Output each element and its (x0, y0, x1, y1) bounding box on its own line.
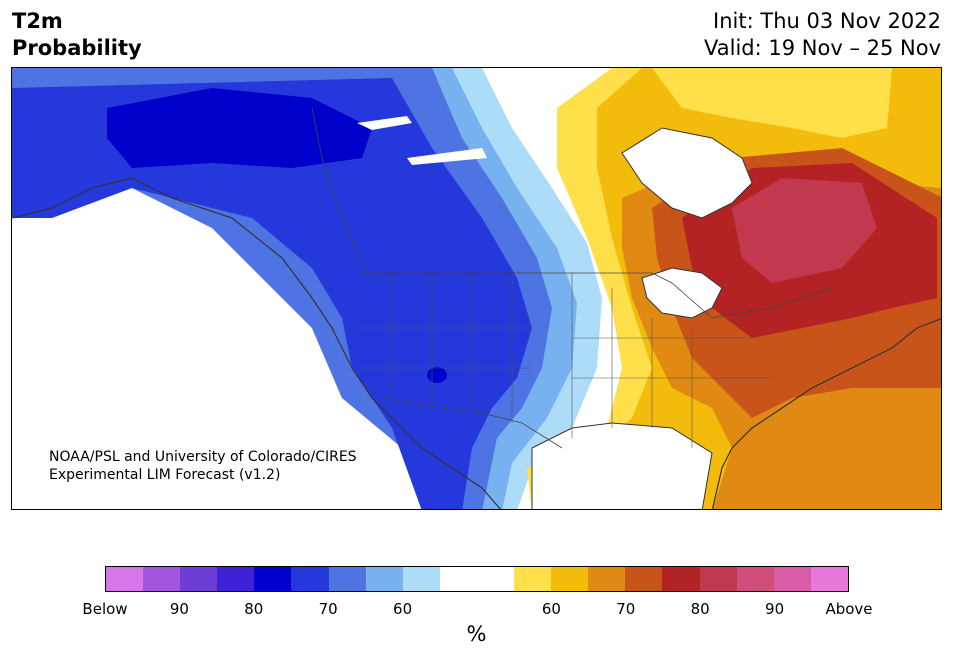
colorbar-tick-label: 70 (318, 600, 338, 618)
colorbar-cell (773, 567, 811, 591)
init-date: Init: Thu 03 Nov 2022 (713, 9, 941, 33)
colorbar-cell (588, 567, 626, 591)
gulf-of-mexico (531, 422, 713, 509)
state-lines-east (571, 273, 772, 448)
valid-range: Valid: 19 Nov – 25 Nov (704, 36, 941, 60)
colorbar-tick-label: 70 (616, 600, 636, 618)
colorbar-cell (217, 567, 255, 591)
colorbar-tick-label: Above (825, 600, 873, 618)
colorbar-cell (514, 567, 552, 591)
above-arctic (652, 68, 892, 138)
border-us-mexico (381, 397, 563, 449)
colorbar-unit: % (466, 622, 487, 646)
forecast-dates: Init: Thu 03 Nov 2022 Valid: 19 Nov – 25… (704, 8, 941, 62)
title-variable: T2m (12, 9, 63, 33)
colorbar (105, 566, 849, 592)
colorbar-tick-label: 60 (393, 600, 413, 618)
colorbar-cell (143, 567, 181, 591)
colorbar-cell (402, 567, 440, 591)
arctic-channel-1 (357, 116, 412, 130)
below-core-southwest (427, 367, 447, 383)
colorbar-tick-label: 80 (690, 600, 710, 618)
colorbar-cell (106, 567, 144, 591)
colorbar-tick-label: 90 (169, 600, 189, 618)
colorbar-cell (180, 567, 218, 591)
colorbar-cell (551, 567, 589, 591)
colorbar-tick-label: 90 (765, 600, 785, 618)
colorbar-cell (662, 567, 700, 591)
border-us-canada (362, 272, 833, 319)
title-quantity: Probability (12, 36, 142, 60)
great-lakes (641, 267, 723, 319)
coastline-west (12, 177, 502, 509)
colorbar-cell (625, 567, 663, 591)
colorbar-cell (291, 567, 329, 591)
colorbar-cell (699, 567, 737, 591)
credit-line-1: NOAA/PSL and University of Colorado/CIRE… (49, 449, 357, 465)
colorbar-cell (810, 567, 848, 591)
colorbar-tick-label: 80 (244, 600, 264, 618)
colorbar-tick-label: 60 (541, 600, 561, 618)
arctic-channel-2 (407, 148, 487, 165)
colorbar-ticks: Below 90 80 70 60 60 70 80 90 Above (82, 600, 872, 618)
hudson-bay (621, 127, 753, 219)
colorbar-cell (328, 567, 366, 591)
below-band-80 (107, 88, 372, 168)
coastline-east (711, 318, 941, 509)
credit-line-2: Experimental LIM Forecast (v1.2) (49, 467, 281, 483)
colorbar-tick-label: Below (82, 600, 128, 618)
credit-text: NOAA/PSL and University of Colorado/CIRE… (49, 448, 357, 484)
colorbar-cell (365, 567, 403, 591)
border-alaska (311, 107, 368, 274)
forecast-map: NOAA/PSL and University of Colorado/CIRE… (11, 67, 942, 510)
colorbar-cell (254, 567, 292, 591)
map-svg (12, 68, 941, 509)
above-band-85 (732, 178, 877, 283)
colorbar-cell (476, 567, 515, 591)
colorbar-cell (736, 567, 774, 591)
state-lines-west (362, 273, 532, 423)
colorbar-cell (439, 567, 477, 591)
map-title: T2m Probability (12, 8, 142, 62)
